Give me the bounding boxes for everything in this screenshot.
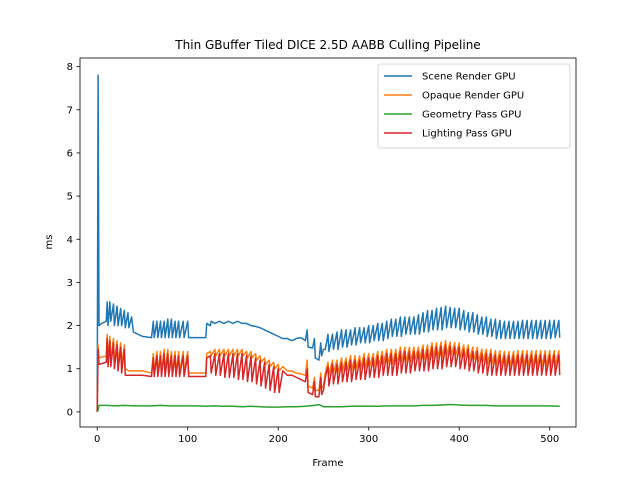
legend-label-2: Geometry Pass GPU — [422, 110, 521, 121]
plot-area — [96, 74, 561, 413]
series-line-2 — [96, 403, 560, 413]
y-tick-label-3: 3 — [67, 278, 73, 289]
x-tick-label-1: 100 — [178, 434, 197, 445]
x-tick-label-5: 500 — [540, 434, 559, 445]
y-tick-label-1: 1 — [67, 364, 73, 375]
legend-label-1: Opaque Render GPU — [422, 91, 524, 102]
x-tick-label-4: 400 — [450, 434, 469, 445]
y-tick-label-5: 5 — [67, 192, 73, 203]
x-tick-label-0: 0 — [94, 434, 100, 445]
y-axis-label: ms — [44, 235, 55, 250]
legend: Scene Render GPU Opaque Render GPU Geometr… — [377, 63, 571, 149]
x-tick-label-3: 300 — [359, 434, 378, 445]
legend-label-0: Scene Render GPU — [422, 72, 516, 83]
y-tick-label-0: 0 — [67, 407, 73, 418]
chart-title: Thin GBuffer Tiled DICE 2.5D AABB Cullin… — [174, 38, 480, 52]
legend-label-3: Lighting Pass GPU — [422, 129, 512, 140]
y-axis: 0 1 2 3 4 5 6 7 8 — [67, 62, 80, 418]
y-tick-label-6: 6 — [67, 148, 73, 159]
y-tick-label-8: 8 — [67, 62, 73, 73]
series-line-0 — [96, 74, 561, 412]
x-tick-label-2: 200 — [269, 434, 288, 445]
y-tick-label-4: 4 — [67, 235, 73, 246]
y-tick-label-7: 7 — [67, 105, 73, 116]
series-layer — [96, 74, 561, 413]
legend-box — [377, 63, 571, 149]
y-tick-label-2: 2 — [67, 321, 73, 332]
series-line-3 — [96, 337, 561, 412]
plot-frame — [79, 57, 577, 428]
x-axis-label: Frame — [312, 458, 343, 469]
x-axis: 0 100 200 300 400 500 — [94, 427, 559, 445]
